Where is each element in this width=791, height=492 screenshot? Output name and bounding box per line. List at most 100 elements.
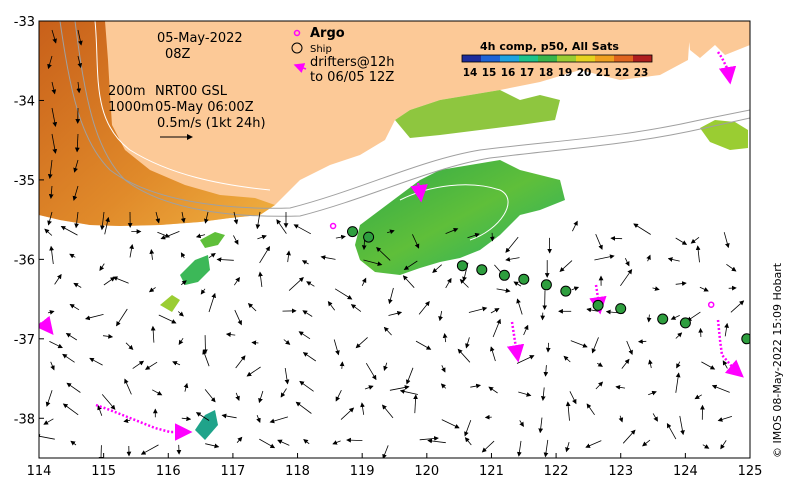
current-vector: [51, 107, 58, 127]
current-vector: [335, 234, 346, 240]
ship-position: [741, 333, 750, 345]
current-vector: [155, 211, 161, 224]
x-tick-label: 117: [220, 464, 245, 479]
current-vector: [116, 308, 128, 327]
current-vector: [234, 309, 242, 326]
current-vector: [559, 260, 573, 272]
current-vector: [293, 224, 311, 235]
current-vector: [388, 310, 403, 316]
y-tick-label: -37: [14, 333, 35, 348]
current-vector: [595, 233, 603, 250]
colorbar-frame: [461, 54, 653, 63]
colorbar-swatch: [500, 55, 519, 62]
current-vector: [468, 306, 488, 313]
drifter-tracks: [39, 51, 744, 441]
current-vector: [73, 159, 79, 173]
current-vector: [538, 417, 544, 434]
sst-patch-west-2: [195, 410, 218, 440]
current-vector: [565, 441, 570, 453]
current-vector: [181, 416, 192, 422]
current-vector: [361, 277, 367, 286]
x-tick-label: 118: [285, 464, 310, 479]
current-vector: [208, 252, 216, 259]
current-vector: [216, 257, 234, 263]
current-vector: [125, 342, 134, 350]
colorbar-tick-label: 18: [539, 67, 554, 79]
colorbar-tick-label: 17: [520, 67, 535, 79]
current-vector: [618, 415, 624, 423]
current-vector: [99, 263, 105, 271]
current-vector: [66, 382, 81, 393]
current-vector: [302, 310, 313, 317]
x-tick-label: 119: [350, 464, 375, 479]
current-vector: [570, 340, 588, 348]
current-vector: [65, 332, 78, 341]
current-vector: [440, 383, 447, 389]
current-vector: [149, 249, 155, 260]
current-vector: [624, 258, 630, 267]
current-vector: [346, 437, 363, 443]
current-vector: [350, 304, 362, 312]
current-vector: [505, 236, 519, 253]
current-vector: [571, 286, 580, 291]
current-vector: [47, 310, 55, 315]
current-vector: [648, 390, 657, 396]
colorbar-swatch: [557, 55, 576, 62]
ship-position: [347, 226, 358, 238]
time-label: 08Z: [165, 47, 191, 62]
current-vector: [269, 416, 289, 424]
current-vector: [76, 81, 82, 94]
scale-label: 0.5m/s (1kt 24h): [157, 116, 266, 131]
sst-patch-west-4: [160, 295, 180, 312]
current-vector: [505, 256, 520, 262]
current-vector: [47, 211, 53, 226]
ship-position: [363, 231, 375, 243]
current-vector: [43, 418, 54, 425]
current-vector: [221, 413, 237, 419]
current-vector: [284, 367, 290, 385]
current-vector: [123, 418, 131, 423]
current-vector: [464, 419, 472, 437]
current-vector: [432, 264, 442, 274]
current-vector: [364, 385, 374, 390]
x-tick-label: 123: [608, 464, 633, 479]
colorbar-swatch: [462, 55, 481, 62]
current-vector: [488, 386, 498, 394]
current-vector: [690, 236, 700, 244]
current-vector: [585, 440, 602, 448]
current-vector: [543, 365, 549, 377]
colorbar-title: 4h comp, p50, All Sats: [480, 40, 619, 53]
current-vector: [255, 211, 261, 230]
colorbar-tick-label: 20: [577, 67, 592, 79]
ship-position: [518, 273, 530, 285]
contour-white-1: [94, 21, 271, 191]
x-axis: 114 115 116 117 118 119 120 121 122 123 124 125: [27, 453, 762, 479]
current-vector: [72, 185, 79, 201]
sst-central-blob: [355, 160, 565, 275]
current-vector: [648, 359, 653, 369]
drifter-track: [589, 284, 607, 315]
current-vector: [288, 277, 304, 291]
current-vector: [235, 392, 240, 401]
current-vector: [233, 276, 240, 286]
current-vector: [101, 394, 116, 410]
contour-label-1000m: 1000m: [108, 100, 154, 115]
current-vector: [402, 275, 415, 288]
current-vector: [591, 337, 599, 354]
current-vector: [403, 260, 418, 271]
current-vector: [124, 378, 132, 395]
current-vector: [670, 315, 680, 320]
current-vector: [280, 388, 287, 398]
y-tick-label: -34: [14, 94, 35, 109]
current-vector: [720, 440, 727, 450]
current-vector: [70, 440, 77, 446]
colorbar-tick-label: 21: [596, 67, 611, 79]
ship-position: [592, 299, 604, 311]
current-vector: [427, 438, 446, 444]
current-vector: [152, 389, 163, 396]
x-tick-label: 120: [414, 464, 439, 479]
colorbar-swatch: [519, 55, 538, 62]
current-vector: [203, 211, 209, 224]
current-vector: [333, 339, 340, 356]
current-vector: [676, 361, 681, 369]
